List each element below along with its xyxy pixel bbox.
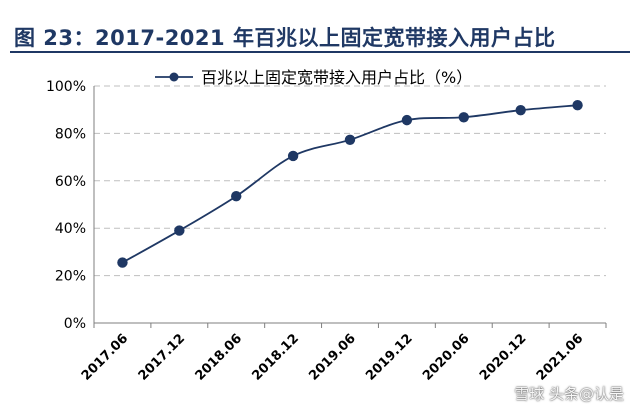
gridlines	[94, 85, 606, 277]
series-group	[117, 99, 583, 268]
axes	[93, 86, 607, 328]
legend-marker	[169, 72, 179, 82]
data-point	[117, 257, 128, 268]
x-tick-label: 2018.12	[249, 331, 301, 383]
x-tick-label: 2019.12	[363, 331, 415, 383]
figure-header: 图 23：2017-2021 年百兆以上固定宽带接入用户占比	[0, 0, 640, 53]
x-tick-label: 2017.06	[79, 331, 131, 383]
x-tick-label: 2021.06	[534, 331, 586, 383]
legend: 百兆以上固定宽带接入用户占比（%）	[155, 68, 472, 87]
y-tick-label: 80%	[55, 126, 86, 142]
data-point	[231, 191, 242, 202]
y-tick-label: 40%	[55, 221, 86, 237]
x-tick-label: 2018.06	[193, 331, 245, 383]
x-axis-tick-labels: 2017.06 2017.12 2018.06 2018.12 2019.06 2019.…	[79, 331, 587, 383]
data-point	[458, 112, 469, 123]
x-tick-label: 2019.06	[306, 331, 358, 383]
y-tick-label: 60%	[55, 174, 86, 190]
series-line	[122, 104, 578, 264]
y-tick-label: 0%	[64, 316, 86, 332]
data-point	[515, 104, 526, 116]
data-point	[287, 150, 299, 162]
y-tick-label: 100%	[46, 79, 86, 95]
data-point	[174, 225, 185, 236]
figure-title: 图 23：2017-2021 年百兆以上固定宽带接入用户占比	[14, 26, 556, 50]
legend-label: 百兆以上固定宽带接入用户占比（%）	[201, 68, 472, 87]
watermark-text: 雪球 头条@认是	[514, 385, 624, 403]
title-underline	[10, 51, 630, 53]
data-point	[344, 134, 356, 145]
data-point	[401, 114, 413, 126]
x-tick-label: 2020.12	[477, 331, 529, 383]
y-tick-label: 20%	[55, 269, 86, 285]
x-tick-label: 2017.12	[136, 331, 188, 383]
y-axis-tick-labels: 0% 20% 40% 60% 80% 100%	[46, 79, 86, 332]
data-point	[572, 99, 583, 111]
x-tick-label: 2020.06	[420, 331, 472, 383]
